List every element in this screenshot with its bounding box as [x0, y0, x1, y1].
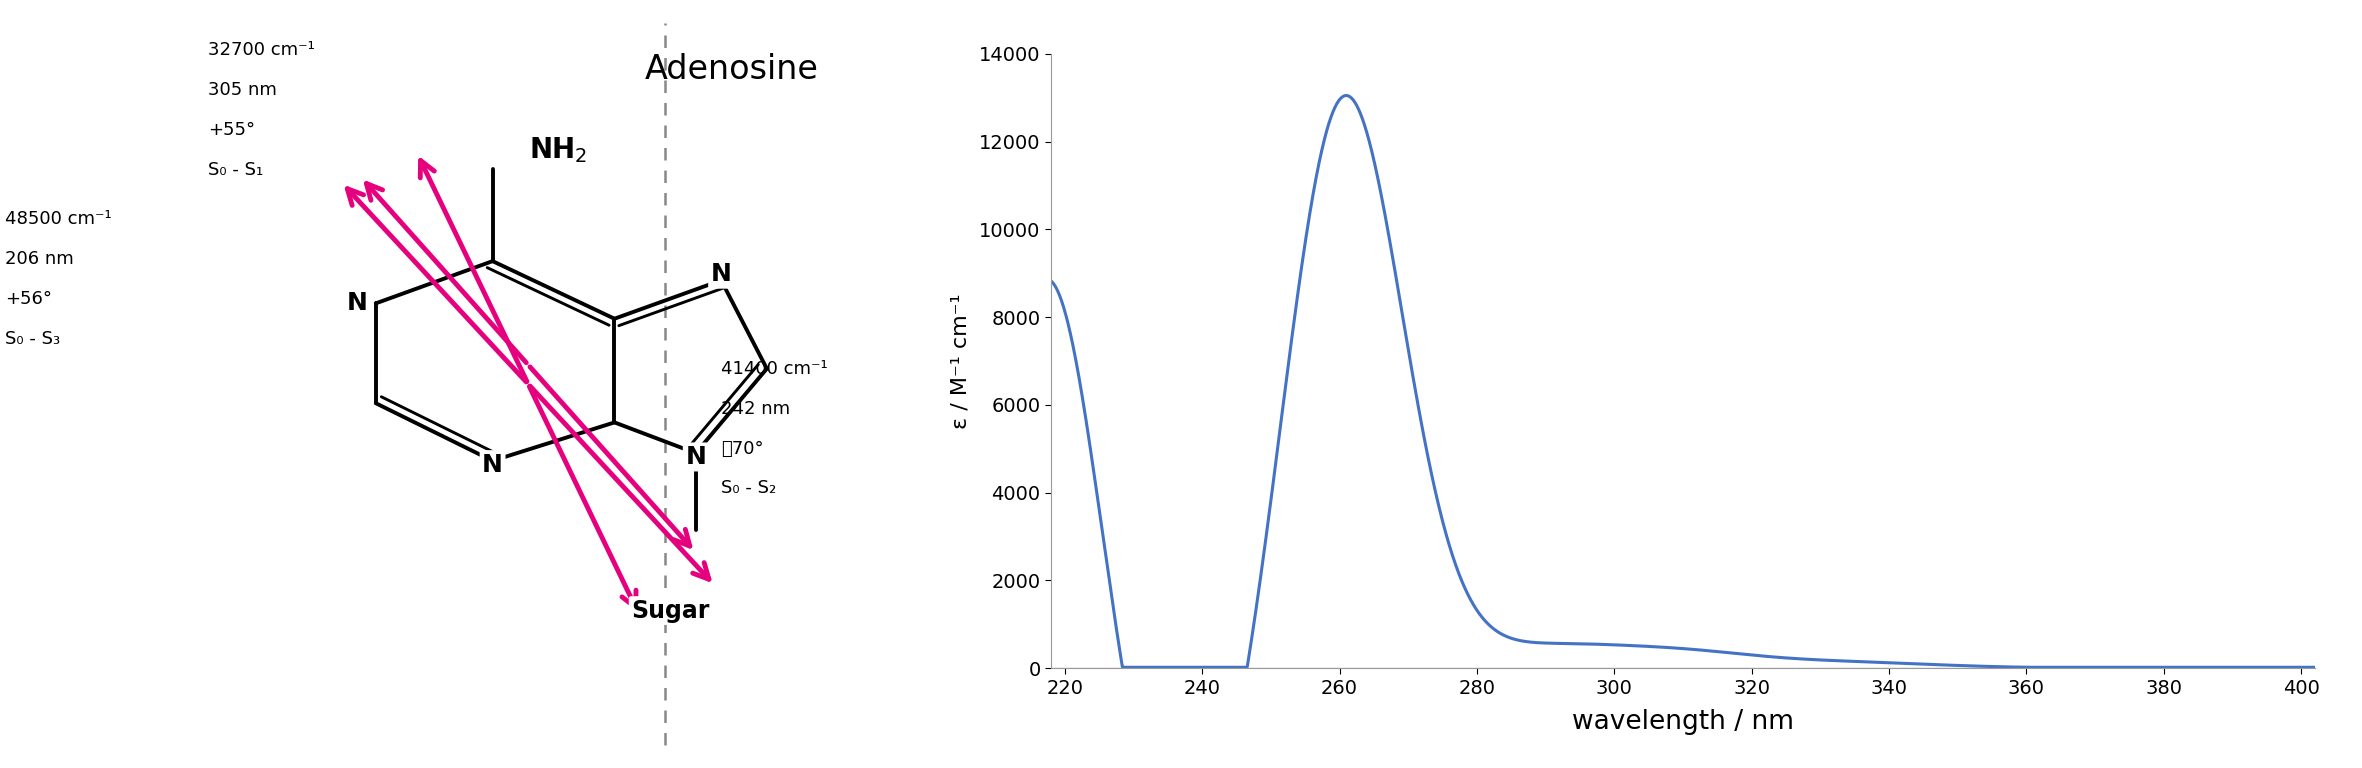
Text: NH$_2$: NH$_2$	[529, 135, 588, 164]
Text: 242 nm: 242 nm	[720, 399, 791, 418]
Text: +56°: +56°	[5, 290, 52, 308]
Y-axis label: ε / M⁻¹ cm⁻¹: ε / M⁻¹ cm⁻¹	[952, 293, 971, 429]
Text: 206 nm: 206 nm	[5, 250, 73, 268]
Text: N: N	[347, 291, 368, 316]
Text: Sugar: Sugar	[631, 598, 709, 623]
Text: 305 nm: 305 nm	[208, 81, 276, 99]
Text: S₀ - S₃: S₀ - S₃	[5, 329, 59, 348]
Text: Adenosine: Adenosine	[645, 53, 817, 85]
Text: N: N	[711, 262, 732, 286]
Text: N: N	[685, 445, 706, 469]
Text: +55°: +55°	[208, 121, 255, 139]
Text: ⁲70°: ⁲70°	[720, 439, 763, 458]
Text: 48500 cm⁻¹: 48500 cm⁻¹	[5, 210, 111, 228]
X-axis label: wavelength / nm: wavelength / nm	[1573, 709, 1793, 735]
Text: 32700 cm⁻¹: 32700 cm⁻¹	[208, 41, 314, 59]
Text: S₀ - S₂: S₀ - S₂	[720, 479, 777, 498]
Text: 41400 cm⁻¹: 41400 cm⁻¹	[720, 359, 827, 378]
Text: N: N	[482, 452, 503, 477]
Text: S₀ - S₁: S₀ - S₁	[208, 161, 265, 179]
